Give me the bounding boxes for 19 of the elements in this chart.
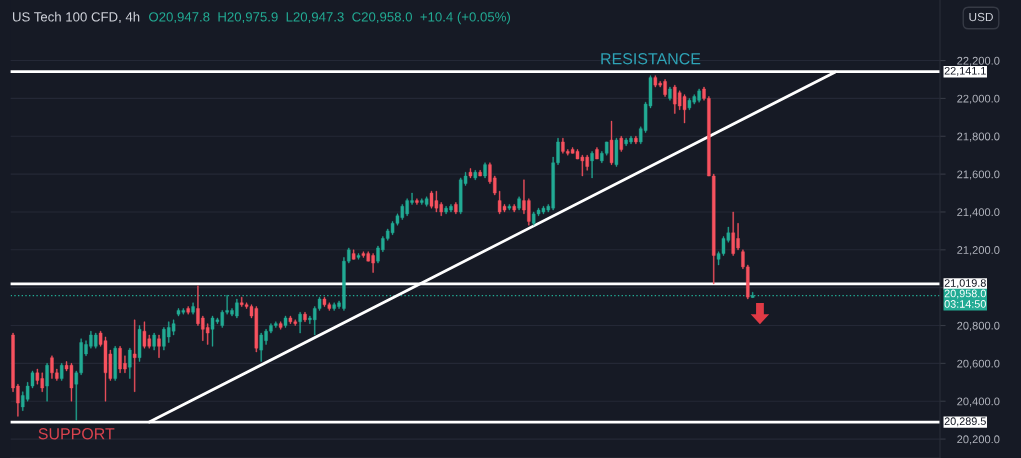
ref-line-label: 22,141.1: [944, 66, 986, 76]
y-tick-label: 21,400.0: [957, 208, 1000, 218]
annotation: SUPPORT: [38, 428, 115, 440]
ref-line-label: 21,019.8: [944, 279, 986, 289]
text: US Tech 100 CFD, 4h: [13, 11, 140, 24]
y-axis-title: USD: [969, 12, 993, 22]
text: O20,947.8 H20,975.9 L20,947.3 C20,958.0 +10.4 (+0.05%): [149, 11, 510, 25]
y-tick-label: 21,200.0: [957, 246, 1000, 256]
y-tick-label: 20,600.0: [957, 359, 1000, 369]
y-tick-label: 22,000.0: [957, 94, 1000, 104]
y-tick-label: 20,400.0: [957, 397, 1000, 407]
y-tick-label: 22,200.0: [957, 56, 1000, 67]
y-tick-label: 21,800.0: [957, 132, 1000, 142]
y-tick-label: 21,600.0: [957, 170, 1000, 180]
y-tick-label: 20,800.0: [957, 321, 1000, 331]
ref-line-label: 20,958.0 03:14:50: [944, 289, 986, 308]
annotation: RESISTANCE: [601, 53, 701, 65]
y-tick-label: 20,200.0: [957, 435, 1000, 445]
ref-line-label: 20,289.5: [944, 417, 986, 427]
